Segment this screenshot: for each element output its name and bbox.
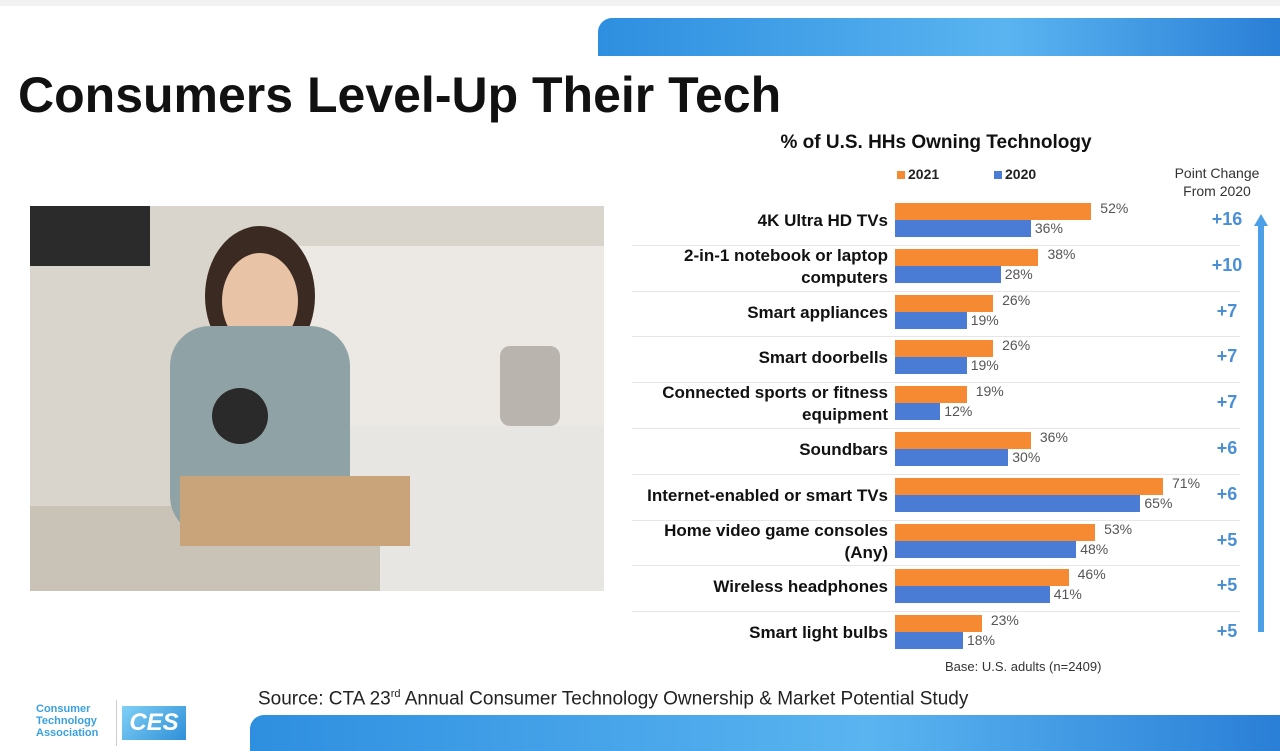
bar (895, 586, 1050, 604)
source-text: Annual Consumer Technology Ownership & M… (400, 688, 969, 710)
bar (895, 248, 1039, 266)
value-label: 65% (1144, 494, 1173, 511)
bar (895, 494, 1141, 512)
point-change: +10 (1211, 254, 1243, 275)
bar (895, 540, 1077, 558)
bar (895, 203, 1092, 220)
legend-swatch (897, 171, 905, 179)
row-separator (632, 382, 1240, 384)
value-label: 26% (1002, 291, 1031, 308)
value-label: 30% (1012, 449, 1041, 465)
value-label: 38% (1047, 245, 1076, 262)
value-label: 12% (944, 403, 973, 420)
bar (895, 311, 967, 329)
bar (895, 523, 1096, 541)
value-label: 41% (1053, 586, 1082, 603)
value-label: 19% (970, 357, 999, 374)
value-label: 36% (1034, 220, 1063, 236)
row-separator (632, 611, 1240, 613)
bar (895, 432, 1031, 449)
category-label: Smart appliances (747, 302, 888, 322)
category-label: Smart doorbells (758, 348, 888, 368)
category-label: Home video game consoles (Any) (664, 520, 888, 562)
value-label: 28% (1004, 265, 1033, 282)
category-label: 2-in-1 notebook or laptop computers (684, 245, 888, 287)
value-label: 19% (970, 311, 999, 328)
row-separator (632, 473, 1240, 475)
row-separator (632, 565, 1240, 567)
bar (895, 632, 963, 650)
photo (30, 206, 604, 591)
bottom-banner (250, 715, 1280, 751)
row-separator (632, 336, 1240, 338)
bar (895, 340, 994, 358)
arrow-head (1254, 214, 1268, 226)
source-sup: rd (390, 688, 401, 700)
chart-title: % of U.S. HHs Owning Technology (780, 132, 1092, 153)
legend-label: 2021 (908, 166, 940, 182)
ces-logo: CES (122, 706, 186, 740)
legend-label: 2020 (1005, 166, 1037, 182)
cta-logo: Consumer Technology Association (36, 703, 99, 739)
top-strip (0, 0, 1280, 6)
value-label: 26% (1002, 337, 1031, 354)
bar (895, 569, 1069, 587)
category-label: Connected sports or fitness equipment (662, 383, 888, 425)
category-label: Internet-enabled or smart TVs (647, 485, 888, 505)
logo-divider (116, 700, 117, 746)
category-label: Wireless headphones (713, 577, 888, 597)
row-separator (632, 428, 1240, 429)
slide-title: Consumers Level-Up Their Tech (18, 67, 782, 123)
value-label: 46% (1077, 566, 1106, 583)
bar (895, 265, 1001, 283)
point-change: +5 (1216, 621, 1238, 642)
point-change: +6 (1216, 438, 1238, 458)
bar (895, 403, 941, 421)
point-change: +7 (1216, 300, 1238, 321)
value-label: 48% (1080, 540, 1109, 557)
bar (895, 615, 982, 633)
bar (895, 386, 967, 404)
row-separator (632, 290, 1240, 292)
value-label: 71% (1172, 474, 1201, 491)
category-label: 4K Ultra HD TVs (757, 211, 888, 230)
row-separator (632, 244, 1240, 246)
bar (895, 477, 1164, 495)
value-label: 52% (1100, 200, 1129, 216)
bar (895, 220, 1031, 237)
note: Base: U.S. adults (n=2409) (945, 659, 1102, 674)
point-change: +6 (1216, 483, 1238, 504)
point-change: +7 (1216, 392, 1238, 413)
trend-arrow (1258, 222, 1264, 632)
point-change: +5 (1216, 529, 1238, 550)
point-change: +16 (1211, 209, 1243, 229)
bar (895, 357, 967, 375)
category-label: Smart light bulbs (749, 623, 888, 643)
point-change: +7 (1216, 346, 1238, 367)
source: Source: CTA 23rd Annual Consumer Technol… (258, 688, 968, 710)
value-label: 19% (975, 383, 1004, 400)
bar (895, 449, 1009, 466)
category-label: Soundbars (799, 440, 888, 459)
bar (895, 294, 994, 312)
value-label: 36% (1039, 429, 1068, 445)
legend-swatch (994, 171, 1002, 179)
source-text: Source: CTA 23 (258, 688, 391, 710)
value-label: 53% (1104, 520, 1133, 537)
top-banner (598, 18, 1280, 56)
value-label: 23% (990, 612, 1019, 629)
point-change: +5 (1216, 575, 1238, 596)
value-label: 18% (966, 632, 995, 649)
change-title: Point Change From 2020 (1174, 165, 1260, 199)
row-separator (632, 519, 1240, 521)
